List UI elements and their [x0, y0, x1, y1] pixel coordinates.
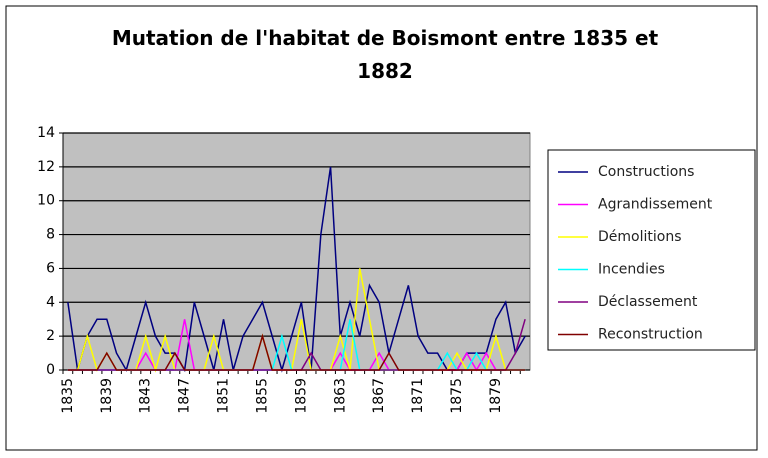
plot-area — [62, 132, 531, 371]
x-tick-label: 1847 — [177, 378, 193, 414]
x-tick-label: 1843 — [138, 378, 154, 414]
legend-label: Démolitions — [598, 229, 682, 245]
series-line — [67, 268, 526, 373]
x-tick-label: 1859 — [293, 378, 309, 414]
x-tick-label: 1867 — [371, 378, 387, 414]
legend-label: Incendies — [598, 262, 665, 278]
x-tick-label: 1871 — [410, 378, 426, 414]
legend-label: Constructions — [598, 164, 694, 180]
legend-label: Déclassement — [598, 294, 698, 310]
chart-title: Mutation de l'habitat de Boismont entre … — [111, 26, 659, 83]
x-tick-label: 1839 — [99, 378, 115, 414]
y-tick-label: 2 — [46, 328, 55, 344]
series-line — [67, 333, 526, 371]
y-tick-label: 4 — [46, 294, 55, 310]
x-tick-label: 1879 — [488, 378, 504, 414]
x-tick-label: 1863 — [332, 378, 348, 414]
legend-label: Reconstruction — [598, 327, 703, 343]
y-tick-label: 12 — [37, 159, 55, 175]
legend-label: Agrandissement — [598, 197, 713, 213]
x-tick-label: 1875 — [449, 378, 465, 414]
legend-box — [547, 149, 756, 351]
y-tick-label: 14 — [37, 125, 55, 141]
y-tick-label: 6 — [46, 260, 55, 276]
x-tick-label: 1855 — [254, 378, 270, 414]
y-tick-label: 8 — [46, 227, 55, 243]
y-tick-label: 10 — [37, 193, 55, 209]
x-tick-label: 1851 — [216, 378, 232, 414]
x-tick-label: 1835 — [60, 378, 76, 414]
y-tick-label: 0 — [46, 362, 55, 378]
